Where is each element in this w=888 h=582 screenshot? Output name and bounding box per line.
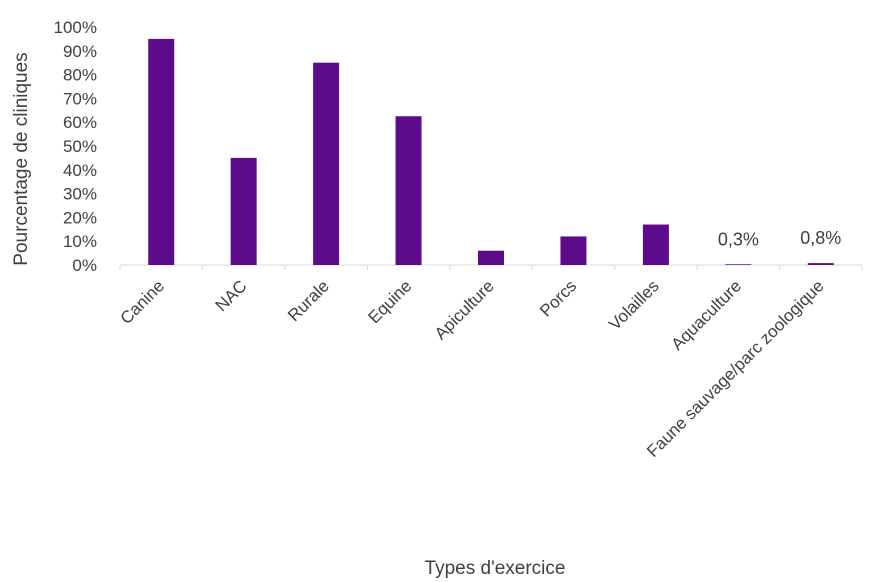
y-tick-label: 80% (63, 66, 97, 85)
bar (807, 263, 834, 265)
x-tick-label: Volailles (605, 276, 663, 334)
data-label: 0,8% (800, 228, 841, 248)
y-axis-ticks: 0% 10% 20% 30% 40% 50% 60% 70% 80% 90% 100% (54, 18, 97, 275)
y-tick-label: 40% (63, 161, 97, 180)
y-tick-label: 10% (63, 232, 97, 251)
bar (560, 236, 587, 265)
bar (478, 250, 504, 265)
x-tick-label: Apiculture (431, 276, 498, 343)
y-axis-title: Pourcentage de cliniques (11, 52, 32, 265)
data-labels: 0,3% 0,8% (718, 228, 841, 249)
y-tick-label: 30% (63, 185, 97, 204)
x-tick-label: Aquaculture (668, 276, 746, 354)
bar (230, 157, 257, 265)
x-axis (119, 264, 863, 270)
y-tick-label: 60% (63, 113, 97, 132)
x-tick-label: Equine (365, 276, 416, 327)
y-tick-label: 20% (63, 208, 97, 227)
x-tick-label: Porcs (536, 276, 580, 320)
y-tick-label: 100% (54, 18, 97, 37)
x-tick-label: NAC (212, 276, 251, 315)
y-tick-label: 70% (63, 89, 97, 108)
x-tick-label: Faune sauvage/parc zoologique (643, 276, 828, 461)
bar (148, 38, 175, 266)
bars (148, 38, 834, 266)
bar (725, 264, 752, 265)
x-tick-label: Canine (117, 276, 169, 328)
x-axis-ticks: Canine NAC Rurale Equine Apiculture Porcs Vola… (117, 276, 828, 461)
x-tick-label: Rurale (284, 276, 333, 325)
bar (642, 224, 669, 265)
y-tick-label: 0% (72, 256, 97, 275)
x-axis-title: Types d'exercice (425, 558, 566, 579)
bar (395, 116, 422, 265)
y-tick-label: 90% (63, 42, 97, 61)
y-tick-label: 50% (63, 137, 97, 156)
data-label: 0,3% (718, 229, 759, 249)
bar (313, 62, 340, 266)
